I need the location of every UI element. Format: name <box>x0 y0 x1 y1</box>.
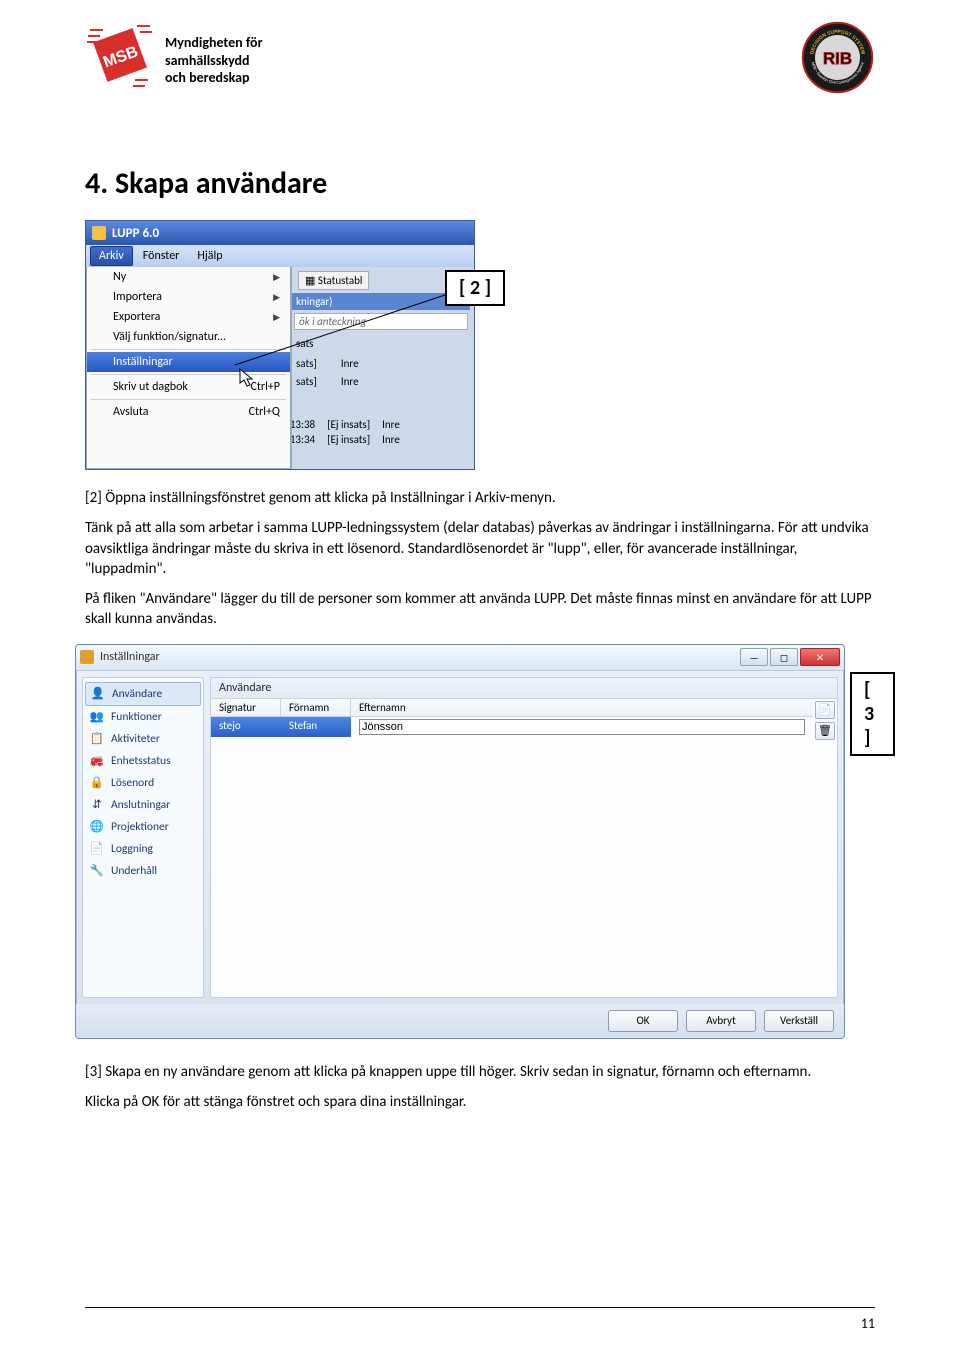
lupp-title: LUPP 6.0 <box>112 226 159 241</box>
verkstall-button[interactable]: Verkställ <box>764 1010 834 1032</box>
activity-icon: 📋 <box>89 731 105 747</box>
sidebar-item-projektioner[interactable]: 🌐Projektioner <box>85 816 201 838</box>
page-number: 11 <box>861 1315 875 1332</box>
menu-arkiv[interactable]: Arkiv <box>90 246 133 266</box>
settings-titlebar: Inställningar — ◻ ✕ <box>76 645 844 671</box>
para-3: [3] Skapa en ny användare genom att klic… <box>85 1062 875 1082</box>
menu-item-avsluta[interactable]: AvslutaCtrl+Q <box>87 402 290 422</box>
menu-fonster[interactable]: Fönster <box>135 247 188 265</box>
col-signatur: Signatur <box>211 699 281 716</box>
sidebar-item-anslutningar[interactable]: ⇵Anslutningar <box>85 794 201 816</box>
minimize-button[interactable]: — <box>740 648 768 666</box>
sidebar-item-aktiviteter[interactable]: 📋Aktiviteter <box>85 728 201 750</box>
close-button[interactable]: ✕ <box>800 648 840 666</box>
footer-rule <box>85 1307 875 1308</box>
col-efternamn: Efternamn <box>351 699 813 716</box>
settings-window: Inställningar — ◻ ✕ 👤Användare 👥Funktion… <box>75 644 845 1039</box>
msb-block: MSB Myndigheten för samhällsskydd och be… <box>85 20 263 90</box>
para-final: Klicka på OK för att stänga fönstret och… <box>85 1092 875 1112</box>
menu-item-ny[interactable]: Ny▶ <box>87 267 290 287</box>
sidebar-item-anvandare[interactable]: 👤Användare <box>85 682 201 706</box>
cell-signatur[interactable]: stejo <box>211 717 281 737</box>
para-2: [2] Öppna inställningsfönstret genom att… <box>85 488 875 508</box>
settings-window-title: Inställningar <box>100 650 734 664</box>
settings-sidebar: 👤Användare 👥Funktioner 📋Aktiviteter 🚒Enh… <box>82 677 204 998</box>
sidebar-item-enhetsstatus[interactable]: 🚒Enhetsstatus <box>85 750 201 772</box>
add-user-button[interactable]: 📄 <box>815 701 835 719</box>
delete-user-button[interactable]: 🗑 <box>815 722 835 740</box>
wrench-icon: 🔧 <box>89 863 105 879</box>
lupp-menubar: Arkiv Fönster Hjälp <box>86 245 474 267</box>
panel-title: Användare <box>211 678 837 699</box>
log-icon: 📄 <box>89 841 105 857</box>
sidebar-item-losenord[interactable]: 🔒Lösenord <box>85 772 201 794</box>
status-icon: 🚒 <box>89 753 105 769</box>
msb-logo: MSB <box>85 20 155 90</box>
cursor-icon <box>239 368 255 388</box>
menu-item-skriv-ut[interactable]: Skriv ut dagbokCtrl+P <box>87 377 290 397</box>
rib-badge: DECISION SUPPORT SYSTEM MSB • Swedish Ci… <box>800 20 875 95</box>
callout-2-line <box>235 290 450 370</box>
lock-icon: 🔒 <box>89 775 105 791</box>
lupp-app-icon <box>92 226 106 240</box>
para-info-2: På fliken "Användare" lägger du till de … <box>85 589 875 630</box>
globe-icon: 🌐 <box>89 819 105 835</box>
settings-window-icon <box>80 650 94 664</box>
table-row[interactable]: stejo Stefan <box>211 717 813 737</box>
ok-button[interactable]: OK <box>608 1010 678 1032</box>
user-icon: 👤 <box>90 686 106 702</box>
msb-org-name: Myndigheten för samhällsskydd och bereds… <box>165 34 263 87</box>
sidebar-item-loggning[interactable]: 📄Loggning <box>85 838 201 860</box>
cell-efternamn[interactable] <box>351 717 813 737</box>
screenshot-lupp-menu: LUPP 6.0 Arkiv Fönster Hjälp Ny▶ Importe… <box>85 220 530 470</box>
network-icon: ⇵ <box>89 797 105 813</box>
sidebar-item-underhall[interactable]: 🔧Underhåll <box>85 860 201 882</box>
page-header: MSB Myndigheten för samhällsskydd och be… <box>85 20 875 115</box>
maximize-button[interactable]: ◻ <box>770 648 798 666</box>
avbryt-button[interactable]: Avbryt <box>686 1010 756 1032</box>
efternamn-input[interactable] <box>359 719 805 735</box>
section-title: 4. Skapa användare <box>85 165 875 202</box>
para-info-1: Tänk på att alla som arbetar i samma LUP… <box>85 518 875 579</box>
lupp-titlebar: LUPP 6.0 <box>86 221 474 245</box>
svg-text:RIB: RIB <box>823 49 852 68</box>
table-header: Signatur Förnamn Efternamn <box>211 699 813 717</box>
callout-2: [ 2 ] <box>445 270 505 306</box>
settings-main-panel: Användare Signatur Förnamn Efternamn ste… <box>210 677 838 998</box>
screenshot-settings: Inställningar — ◻ ✕ 👤Användare 👥Funktion… <box>75 644 895 1044</box>
sidebar-item-funktioner[interactable]: 👥Funktioner <box>85 706 201 728</box>
cell-fornamn[interactable]: Stefan <box>281 717 351 737</box>
settings-footer: OK Avbryt Verkställ <box>76 1004 844 1038</box>
callout-3: [ 3 ] <box>850 672 895 756</box>
col-fornamn: Förnamn <box>281 699 351 716</box>
menu-hjalp[interactable]: Hjälp <box>189 247 230 265</box>
statustab-stub: ▦ Statustabl <box>298 271 369 290</box>
users-icon: 👥 <box>89 709 105 725</box>
